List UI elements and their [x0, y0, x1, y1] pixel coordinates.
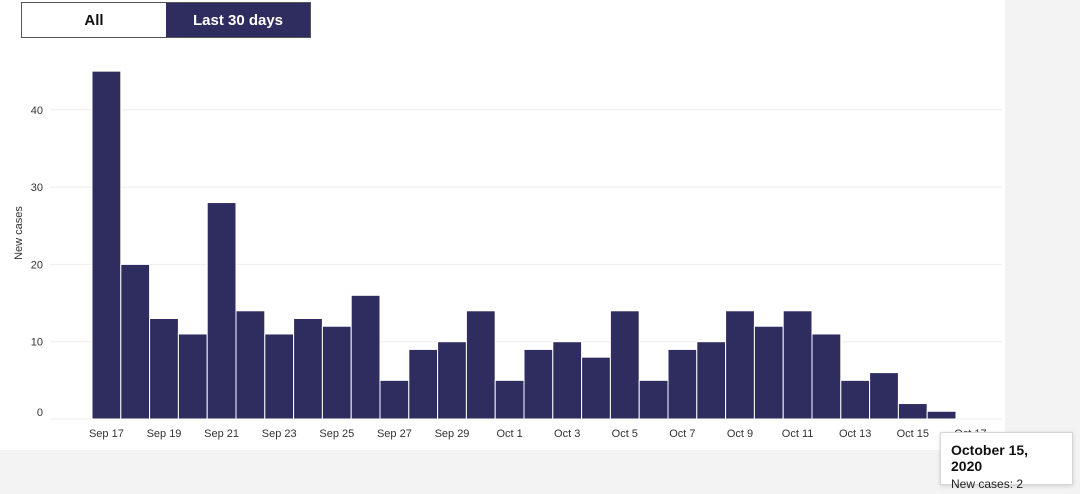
bar[interactable]: Sep 29: 10	[437, 341, 467, 420]
bar[interactable]: Oct 12: 11	[811, 333, 842, 420]
bar-tooltip: October 15, 2020 New cases: 2	[940, 432, 1073, 491]
bar[interactable]: Sep 20: 11	[177, 333, 208, 420]
x-tick-label: Sep 19	[147, 428, 182, 440]
y-axis-ticks: 0 10 20 30 40	[31, 105, 43, 419]
x-tick-label: Sep 29	[435, 428, 470, 440]
bar[interactable]: Oct 4: 8	[581, 356, 611, 420]
bar[interactable]: Oct 1: 5	[494, 379, 525, 420]
x-tick-label: Sep 23	[262, 428, 297, 440]
new-cases-bar-chart: 0 10 20 30 40 Sep 17: 45Sep 18: 20Sep 19: 13…	[13, 70, 1002, 440]
x-tick-label: Oct 13	[839, 428, 871, 440]
bar[interactable]: Sep 25: 12	[321, 325, 352, 420]
x-axis-ticks: Sep 17 Sep 19 Sep 21 Sep 23 Sep 25 Sep 27 Sep …	[89, 428, 987, 440]
x-tick-label: Sep 25	[319, 428, 354, 440]
bar[interactable]: Sep 24: 13	[293, 318, 323, 420]
x-tick-label: Sep 17	[89, 428, 124, 440]
y-axis-label: New cases	[13, 206, 25, 260]
x-tick-label: Oct 3	[554, 428, 580, 440]
bar[interactable]: Sep 30: 14	[465, 310, 496, 420]
bar[interactable]: Oct 13: 5	[840, 379, 871, 420]
x-tick-label: Oct 11	[782, 428, 814, 440]
x-tick-label: Sep 21	[204, 428, 239, 440]
bar[interactable]: Oct 7: 9	[667, 348, 698, 420]
x-tick-label: Sep 27	[377, 428, 412, 440]
bar[interactable]: Oct 16: 1	[926, 410, 957, 420]
y-tick-label: 10	[31, 337, 43, 349]
bar[interactable]: Oct 9: 14	[725, 310, 755, 420]
bar[interactable]: Sep 22: 14	[235, 310, 266, 420]
last-30-days-button[interactable]: Last 30 days	[166, 3, 310, 37]
bar[interactable]: Oct 5: 14	[609, 310, 640, 420]
y-tick-label: 20	[31, 259, 43, 271]
bar[interactable]: Oct 14: 6	[869, 372, 899, 420]
bar[interactable]: Sep 21: 28	[206, 202, 237, 420]
bar[interactable]: Oct 15: 2	[897, 403, 928, 420]
bar[interactable]: Sep 19: 13	[149, 318, 179, 420]
tooltip-label: New cases:	[951, 477, 1014, 491]
bar[interactable]: Sep 18: 20	[120, 263, 151, 420]
x-tick-label: Oct 15	[897, 428, 929, 440]
bar[interactable]: Oct 3: 10	[552, 341, 583, 420]
y-tick-label: 0	[37, 407, 43, 419]
y-tick-label: 30	[31, 182, 43, 194]
range-toggle: All Last 30 days	[21, 2, 311, 38]
bar[interactable]: Oct 2: 9	[523, 348, 554, 420]
bar[interactable]: Sep 26: 16	[350, 294, 381, 420]
all-button[interactable]: All	[22, 3, 166, 37]
bar[interactable]: Oct 8: 10	[696, 341, 727, 420]
tooltip-value: 2	[1016, 477, 1024, 491]
tooltip-date: October 15, 2020	[951, 442, 1029, 474]
x-tick-label: Oct 7	[669, 428, 695, 440]
bar[interactable]: Sep 28: 9	[408, 348, 439, 420]
bars: Sep 17: 45Sep 18: 20Sep 19: 13Sep 20: 11…	[91, 70, 957, 420]
bar[interactable]: Oct 11: 14	[782, 310, 813, 420]
x-tick-label: Oct 9	[727, 428, 753, 440]
bar[interactable]: Oct 10: 12	[753, 325, 784, 420]
bar[interactable]: Sep 17: 45	[91, 70, 122, 420]
y-tick-label: 40	[31, 105, 43, 117]
bar[interactable]: Sep 23: 11	[264, 333, 295, 420]
bar[interactable]: Oct 6: 5	[638, 379, 669, 420]
tooltip-value-line: New cases: 2	[951, 477, 1062, 491]
x-tick-label: Oct 5	[612, 428, 638, 440]
x-tick-label: Oct 1	[496, 428, 522, 440]
bar[interactable]: Sep 27: 5	[379, 379, 410, 420]
